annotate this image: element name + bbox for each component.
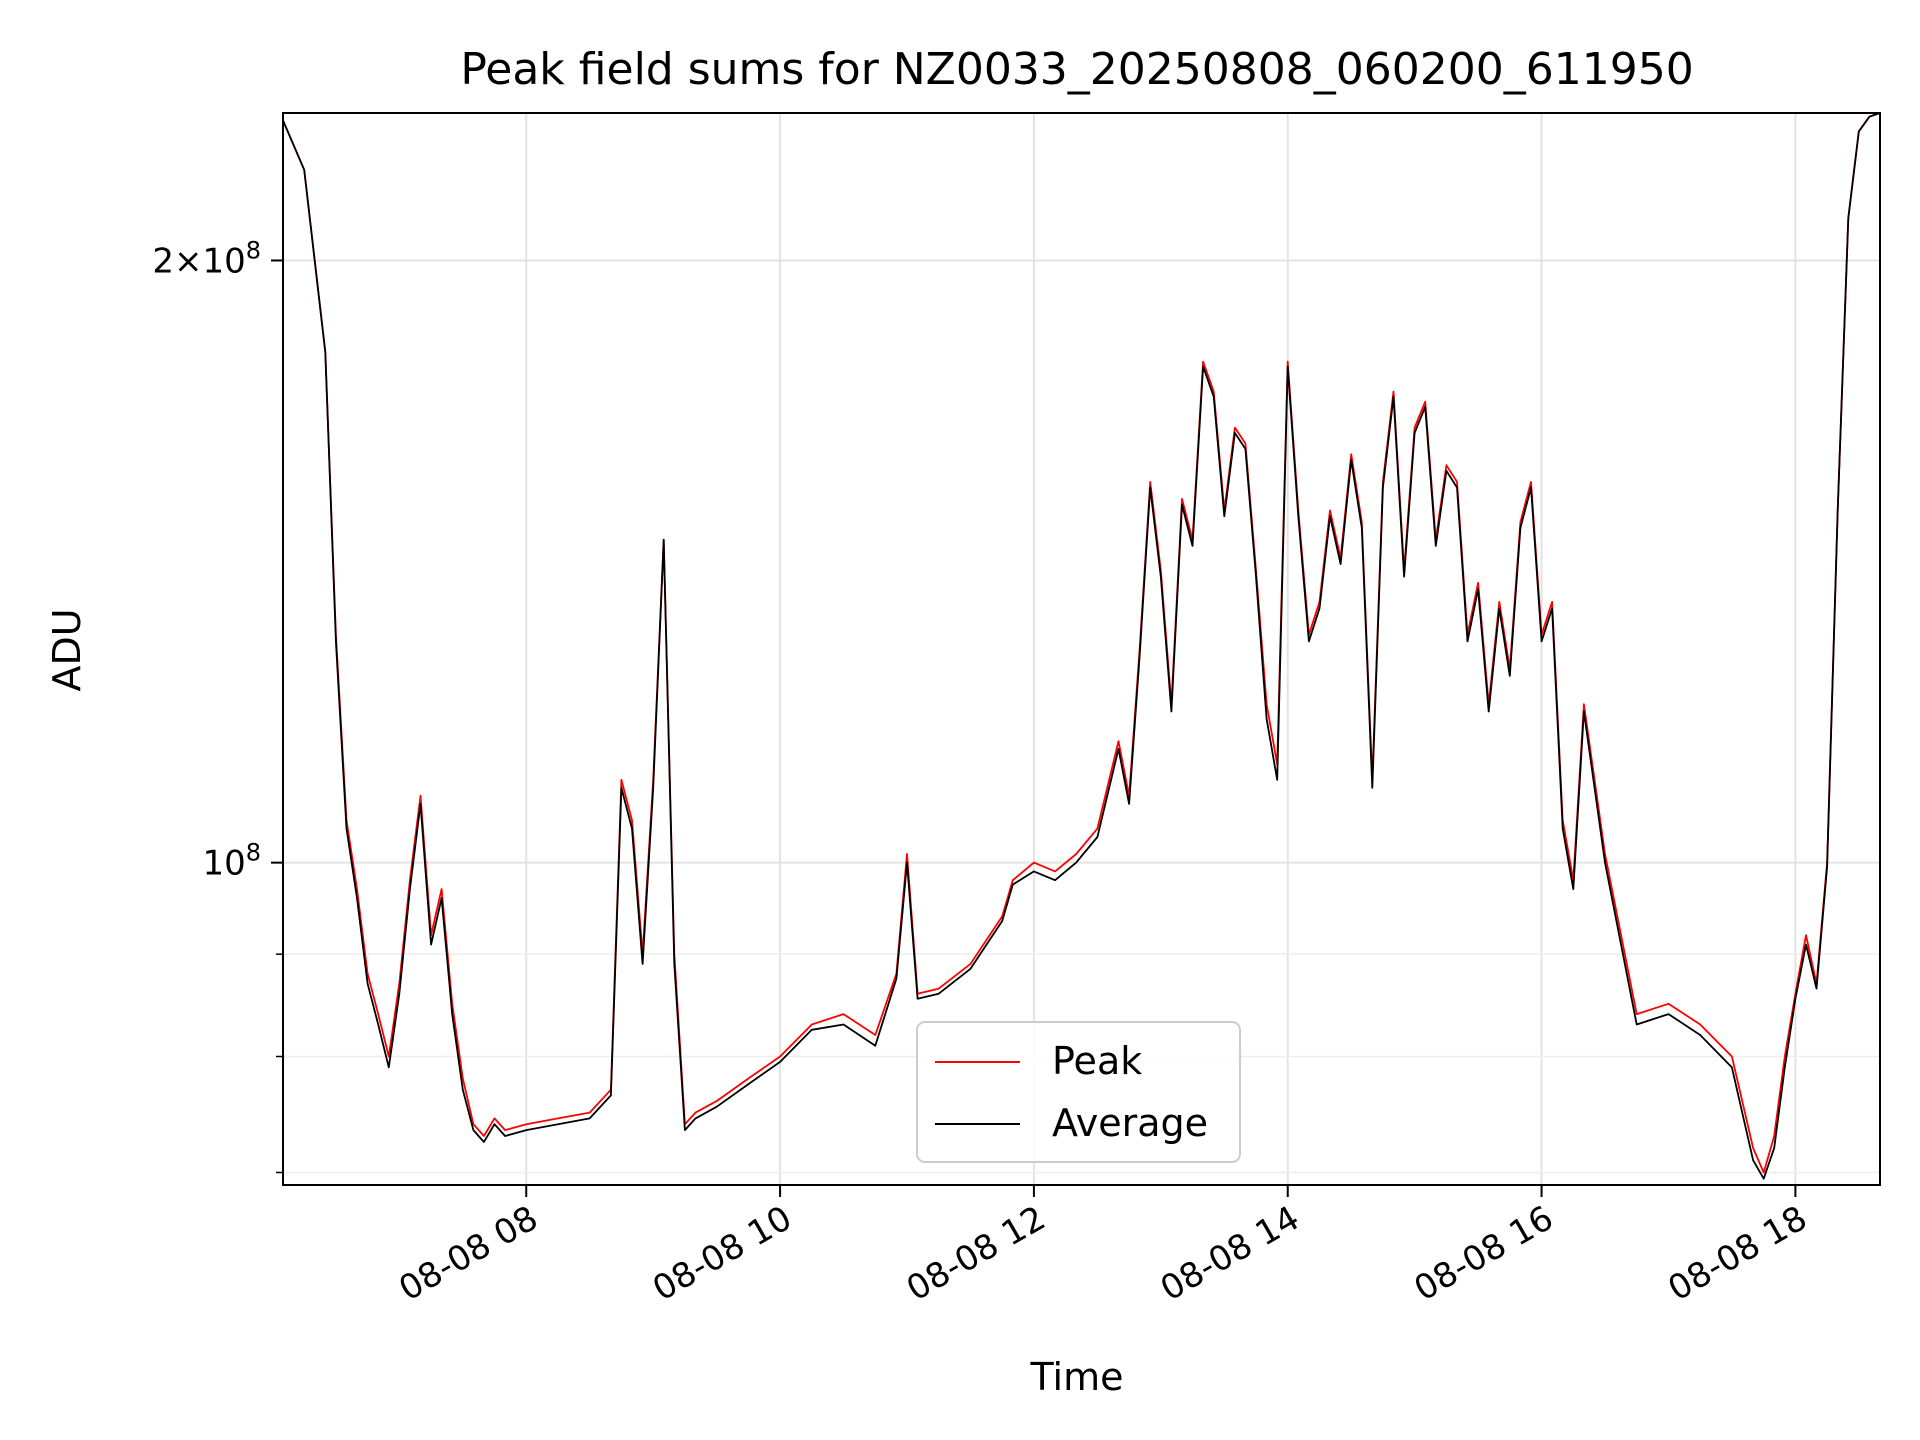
axis-ticks [271,259,1797,1197]
y-axis-title: ADU [45,608,89,691]
legend: Peak Average [916,1021,1241,1163]
series-lines [282,112,1881,1180]
chart-title: Peak field sums for NZ0033_20250808_0602… [460,44,1693,95]
legend-label-average: Average [1052,1101,1208,1145]
grid-lines [283,113,1880,1185]
y-tick-label: 2×108 [152,236,261,281]
plot-frame [282,112,1881,1186]
y-tick-label: 108 [202,839,261,884]
x-axis-title: Time [1030,1355,1124,1399]
series-line-average [282,112,1881,1180]
legend-label-peak: Peak [1052,1039,1142,1083]
legend-box [916,1021,1241,1163]
